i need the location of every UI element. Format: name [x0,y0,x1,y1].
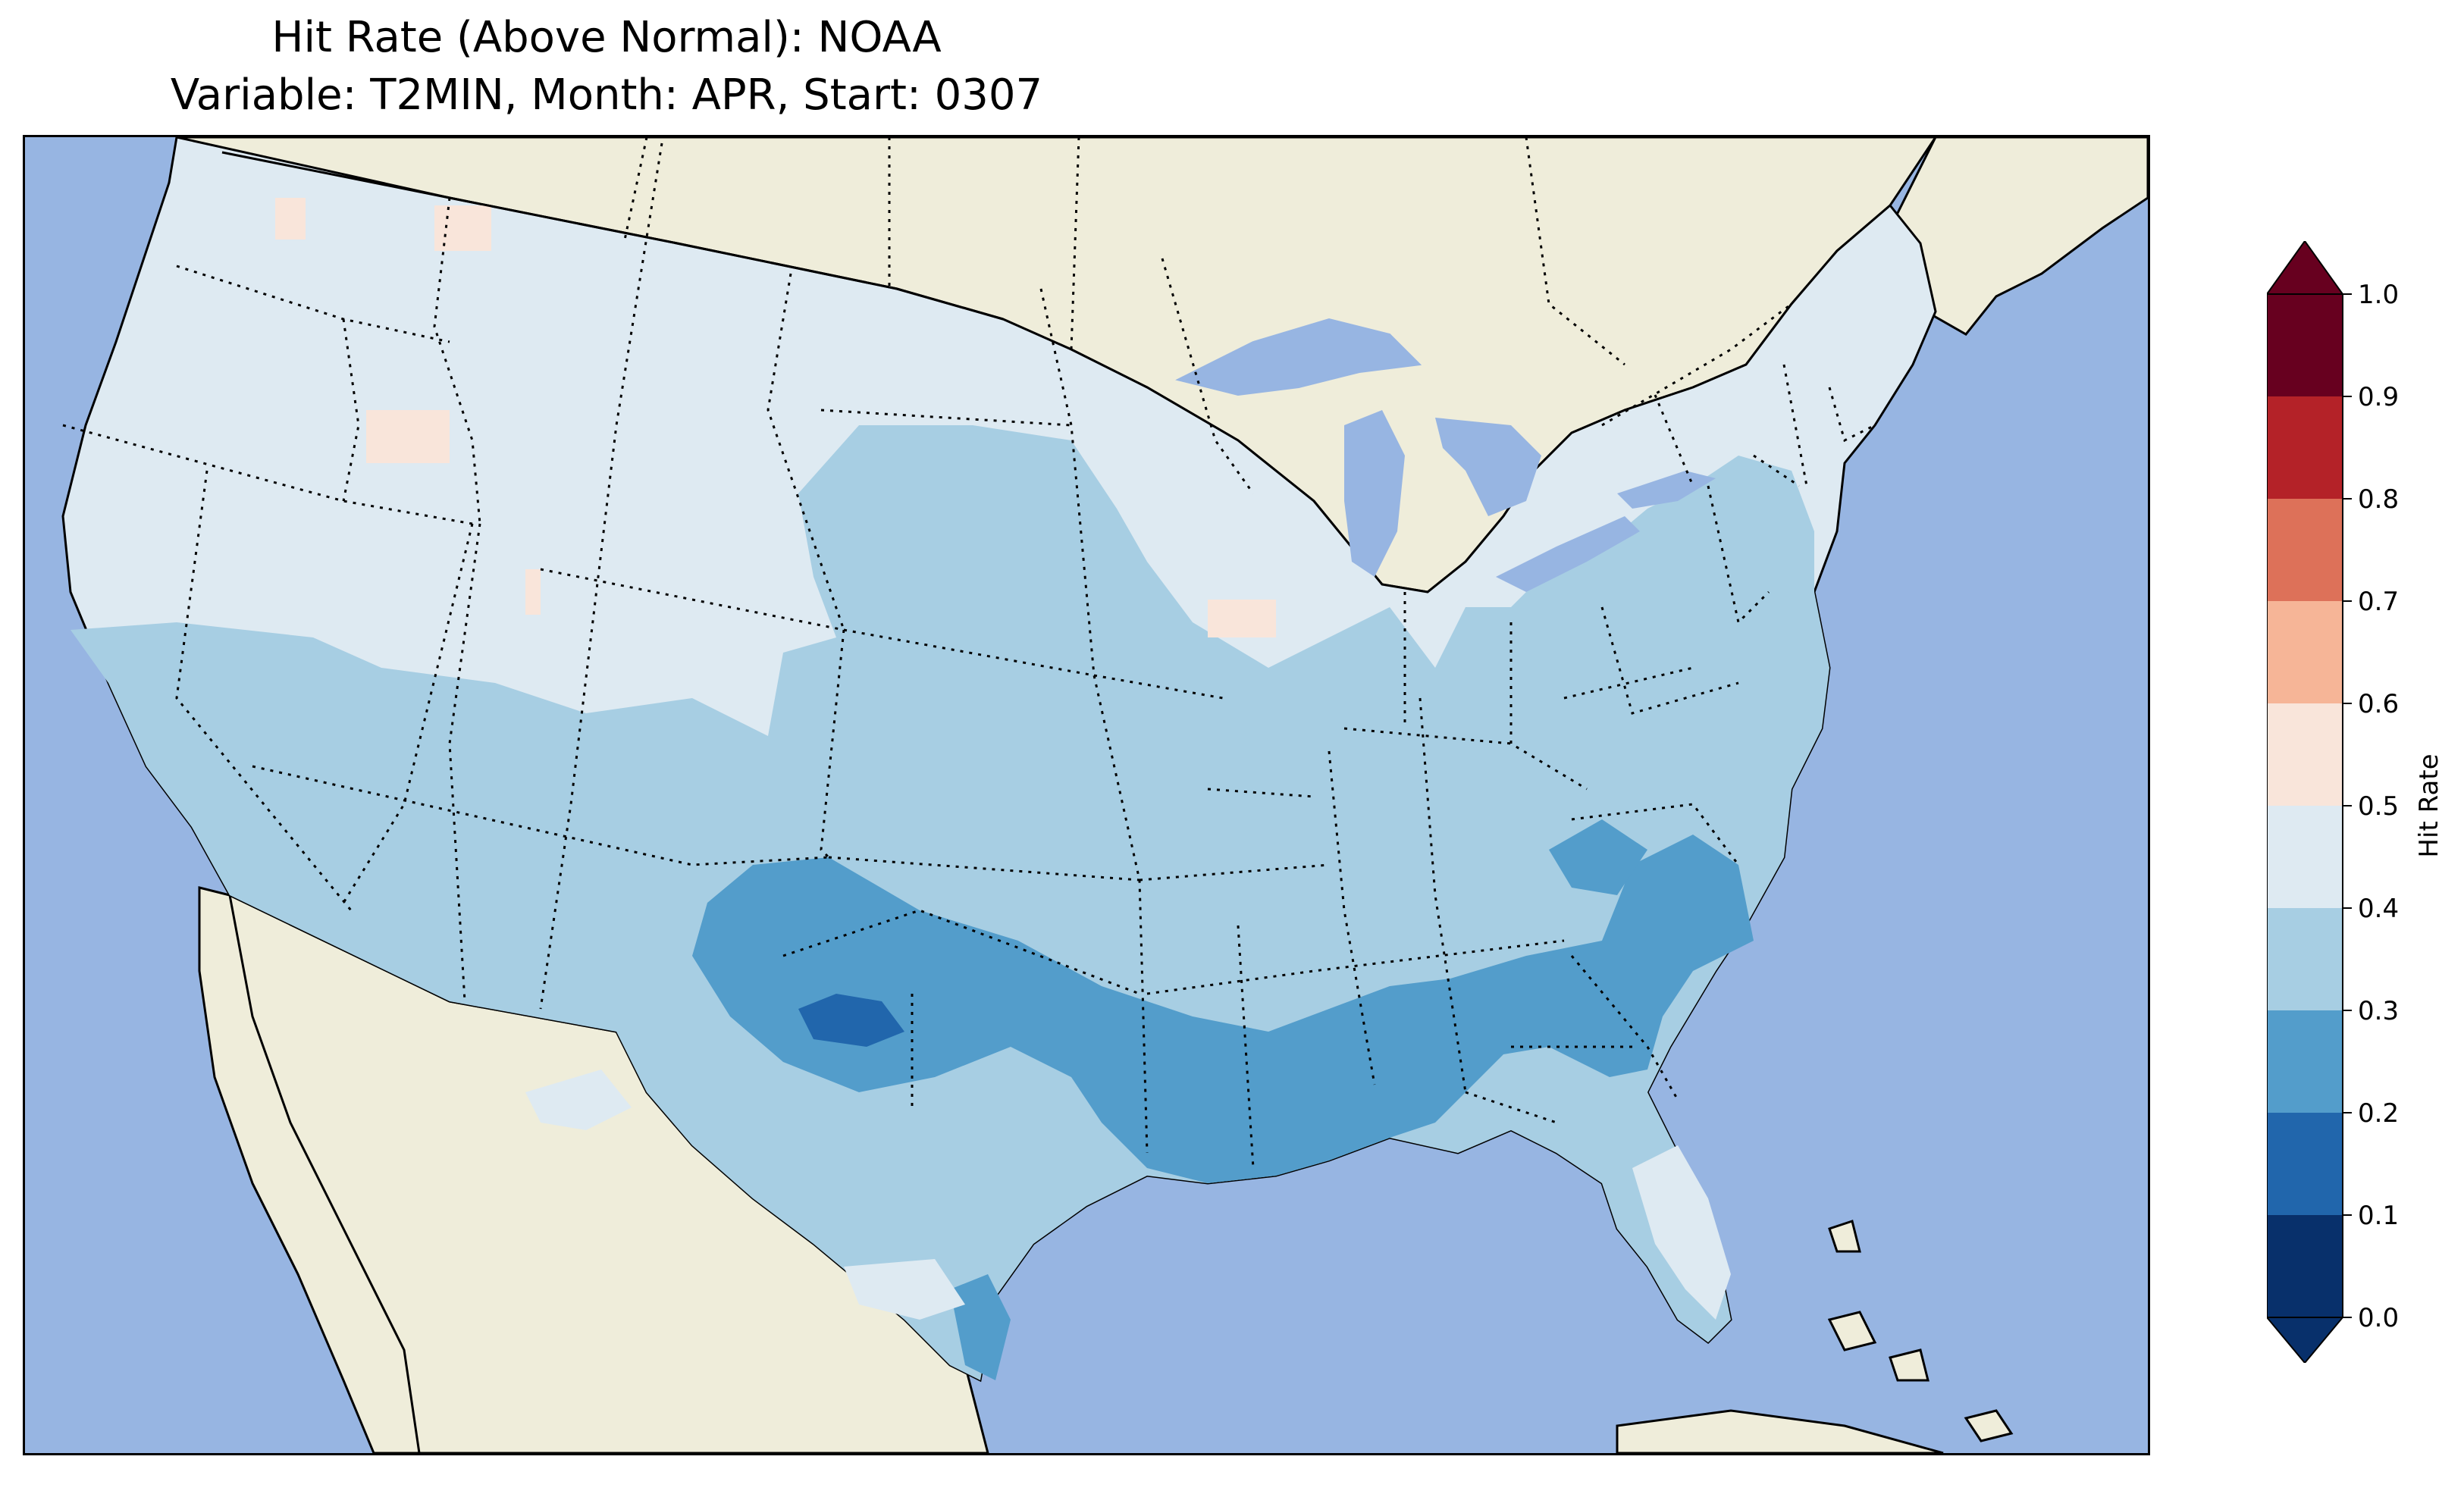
colorbar-tick-label: 0.4 [2358,894,2399,924]
state-borders [62,143,1876,1169]
colorbar-label: Hit Rate [2414,753,2444,857]
lake-erie [1496,516,1640,592]
colorbar-tick-label: 0.8 [2358,484,2399,515]
spot-05-06-id [366,410,450,463]
tx-south-04-05 [844,1259,965,1320]
map-svg [25,137,2148,1453]
nm-04-05 [525,1070,632,1130]
colorbar-tick-label: 1.0 [2358,280,2399,310]
spot-05-06-wa [275,198,306,240]
province-borders [622,137,1792,427]
colorbar-extend-min [2267,1317,2345,1363]
cuba-land [1616,1409,1944,1453]
spot-05-06-ut [525,569,541,615]
colorbar-bin-9 [2267,294,2343,396]
colorbar-bin-6 [2267,601,2343,703]
colorbar-tick-label: 0.3 [2358,996,2399,1026]
region-01-02 [798,994,904,1047]
florida-04-05 [1632,1145,1731,1320]
chart-title-line2: Variable: T2MIN, Month: APR, Start: 0307 [170,70,1043,120]
colorbar-tick-label: 0.5 [2358,791,2399,822]
region-03-04 [71,425,1829,1380]
colorbar-tick-label: 0.0 [2358,1303,2399,1333]
colorbar-extend-max [2267,241,2344,295]
colorbar-bin-7 [2267,499,2343,601]
colorbar-tick-label: 0.7 [2358,587,2399,617]
region-02-03-tx-coast [950,1274,1011,1380]
colorbar-tick-label: 0.2 [2358,1098,2399,1129]
us-canada-border [221,151,1004,321]
spot-05-06-id-north [434,205,491,251]
colorbar-bin-2 [2267,1010,2343,1113]
colorbar-bin-4 [2267,806,2343,908]
colorbar-tick-label: 0.9 [2358,382,2399,412]
lake-huron [1435,418,1541,516]
colorbar-bin-5 [2267,703,2343,806]
baja-land [198,886,421,1453]
map-panel [23,135,2150,1455]
colorbar: 0.0 0.1 0.2 0.3 0.4 0.5 0.6 0.7 0.8 0.9 1.0 Hit Ra… [2267,241,2444,1363]
colorbar-ticks: 0.0 0.1 0.2 0.3 0.4 0.5 0.6 0.7 0.8 0.9 1.0 [2343,280,2399,1333]
colorbar-bin-3 [2267,908,2343,1010]
spot-05-06-il [1208,600,1276,637]
colorbar-bin-8 [2267,396,2343,499]
lake-michigan [1344,410,1405,577]
colorbar-tick-label: 0.6 [2358,689,2399,719]
colorbar-bins [2267,294,2343,1317]
colorbar-bin-1 [2267,1113,2343,1215]
region-02-03-east [1549,819,1647,895]
colorbar-bin-0 [2267,1215,2343,1317]
bahamas-islands [1827,1220,2014,1442]
chart-title-line1: Hit Rate (Above Normal): NOAA [271,13,942,62]
region-02-03 [692,835,1754,1183]
lake-superior [1175,318,1422,396]
colorbar-tick-label: 0.1 [2358,1201,2399,1231]
